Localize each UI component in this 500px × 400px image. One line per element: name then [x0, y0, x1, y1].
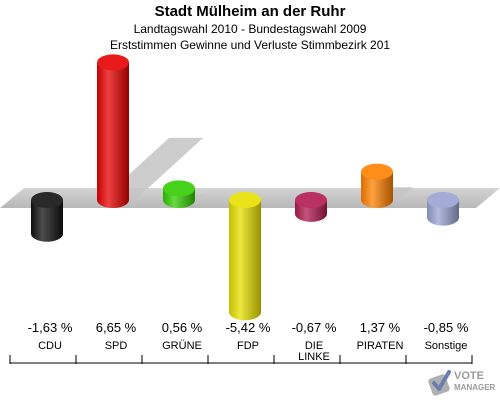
value-label: 1,37 %	[360, 320, 401, 335]
bar-body	[361, 171, 393, 208]
logo-text: VOTE	[454, 370, 484, 382]
value-label: -1,63 %	[28, 320, 73, 335]
bar-body	[229, 200, 261, 321]
bar-cap	[427, 192, 459, 208]
category-label: FDP	[237, 340, 259, 352]
chart-subtitle-election: Landtagswahl 2010 - Bundestagswahl 2009	[133, 22, 367, 36]
bar-cap	[361, 163, 393, 180]
value-label: -0,67 %	[292, 320, 337, 335]
category-label: SPD	[105, 340, 128, 352]
value-label: -5,42 %	[226, 320, 271, 335]
bar-sonstige	[427, 192, 459, 226]
vote-manager-logo: VOTE MANAGER	[428, 368, 498, 398]
bar-cdu	[31, 192, 63, 242]
bar-cap	[229, 192, 261, 208]
value-label: 0,56 %	[162, 320, 203, 335]
logo-subtext: MANAGER	[454, 383, 496, 392]
category-label: Sonstige	[425, 340, 468, 352]
bar-cap	[97, 54, 129, 71]
bar-die-linke	[295, 192, 327, 222]
value-label: 6,65 %	[96, 320, 137, 335]
category-label: PIRATEN	[357, 340, 404, 352]
bar-cap	[31, 192, 63, 208]
bar-body	[31, 200, 63, 242]
check-ballot-icon	[428, 370, 451, 396]
bar-body	[97, 62, 129, 208]
value-label: -0,85 %	[424, 320, 469, 335]
bar-cap	[163, 180, 195, 197]
bar-spd	[97, 54, 129, 208]
bar-grüne	[163, 180, 195, 208]
category-label: GRÜNE	[162, 340, 202, 352]
bar-cap	[295, 192, 327, 208]
bar-piraten	[361, 163, 393, 208]
chart-subtitle-district: Erststimmen Gewinne und Verluste Stimmbe…	[109, 38, 391, 52]
category-label: DIE LINKE	[298, 340, 330, 363]
category-label: CDU	[38, 340, 62, 352]
bar-fdp	[229, 192, 261, 321]
chart-title: Stadt Mülheim an der Ruhr	[154, 3, 346, 20]
